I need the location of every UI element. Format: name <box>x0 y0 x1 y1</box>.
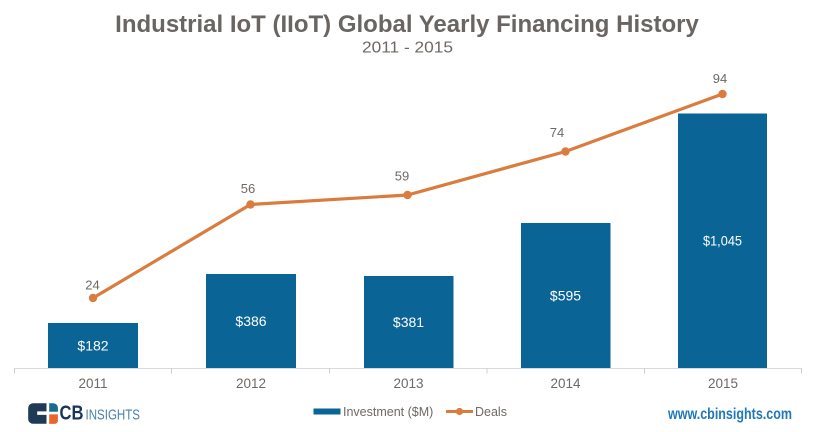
svg-text:$381: $381 <box>393 314 424 330</box>
svg-text:$1,045: $1,045 <box>703 233 742 249</box>
svg-text:www.cbinsights.com: www.cbinsights.com <box>667 406 792 423</box>
svg-text:$595: $595 <box>550 288 581 304</box>
svg-text:Industrial IoT (IIoT) Global Y: Industrial IoT (IIoT) Global Yearly Fina… <box>115 11 699 38</box>
svg-text:$386: $386 <box>235 313 266 329</box>
svg-text:Deals: Deals <box>475 405 507 419</box>
svg-text:56: 56 <box>241 181 255 196</box>
svg-text:2012: 2012 <box>236 376 266 391</box>
svg-text:CB: CB <box>60 403 84 425</box>
svg-text:2011 - 2015: 2011 - 2015 <box>362 40 453 57</box>
svg-text:94: 94 <box>713 71 727 86</box>
svg-text:2013: 2013 <box>393 376 423 391</box>
svg-text:2014: 2014 <box>550 376 581 391</box>
svg-text:INSIGHTS: INSIGHTS <box>86 407 141 423</box>
svg-text:$182: $182 <box>77 338 108 354</box>
svg-text:74: 74 <box>550 125 564 140</box>
svg-text:Investment ($M): Investment ($M) <box>343 405 433 419</box>
svg-text:2015: 2015 <box>708 376 738 391</box>
svg-text:2011: 2011 <box>78 376 107 391</box>
svg-text:59: 59 <box>395 169 409 184</box>
svg-text:24: 24 <box>85 278 99 293</box>
